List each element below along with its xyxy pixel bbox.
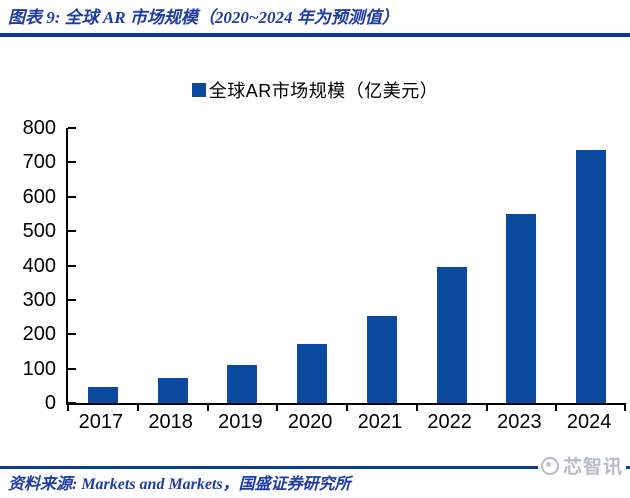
y-axis-tick [68, 230, 76, 233]
x-tick-label: 2024 [566, 411, 612, 433]
bar-2023 [506, 213, 537, 403]
footer-divider [0, 466, 630, 469]
chart-legend: 全球AR市场规模（亿美元） [0, 77, 630, 103]
bar-2017 [87, 387, 118, 403]
x-tick-label: 2021 [357, 411, 403, 433]
y-tick-label: 500 [22, 220, 56, 243]
x-tick-label: 2023 [497, 411, 542, 433]
watermark-logo: 芯智讯 [537, 452, 626, 479]
x-tick-label: 2022 [427, 411, 472, 433]
y-tick-label: 100 [22, 357, 56, 380]
watermark-text: 芯智讯 [562, 457, 623, 478]
bar-2024 [576, 150, 607, 403]
x-axis-tick [415, 405, 418, 411]
x-tick-label: 2019 [218, 411, 263, 433]
x-axis-tick [206, 405, 209, 411]
legend-marker-icon [191, 83, 206, 97]
x-axis-tick [136, 405, 139, 411]
y-tick-label: 200 [22, 323, 56, 346]
title-divider [0, 33, 630, 37]
y-axis-labels: 0 100 200 300 400 500 600 700 800 [0, 118, 56, 413]
y-axis-tick [68, 161, 76, 164]
bar-2022 [436, 266, 467, 403]
x-axis-tick [485, 405, 488, 411]
y-tick-label: 600 [22, 185, 56, 208]
x-axis-tick [555, 405, 558, 411]
plot-area [66, 127, 626, 411]
x-axis-tick [67, 405, 69, 411]
x-tick-label: 2017 [78, 411, 124, 433]
y-axis-tick [68, 264, 76, 267]
x-axis-tick [346, 405, 348, 411]
y-axis-tick [68, 367, 76, 370]
y-tick-label: 0 [44, 392, 56, 414]
watermark-chip-icon [540, 456, 559, 475]
y-axis-tick [68, 127, 76, 129]
y-tick-label: 700 [22, 151, 56, 174]
y-tick-label: 800 [22, 117, 56, 139]
y-axis-tick [68, 298, 76, 301]
y-axis-tick [68, 333, 76, 336]
y-axis-tick [68, 402, 76, 404]
source-note: 资料来源: Markets and Markets，国盛证券研究所 [8, 476, 351, 493]
y-tick-label: 300 [22, 288, 56, 311]
x-axis-labels: 2017 2018 2019 2020 2021 2022 2023 2024 [66, 411, 624, 434]
bar-chart: 0 100 200 300 400 500 600 700 800 [0, 118, 630, 413]
bar-2020 [297, 344, 328, 403]
bar-2019 [227, 364, 258, 403]
y-axis-tick [68, 195, 76, 198]
x-axis-tick [624, 405, 626, 411]
x-tick-label: 2018 [148, 411, 193, 433]
x-axis-tick [276, 405, 279, 411]
x-tick-label: 2020 [287, 411, 333, 433]
legend-label: 全球AR市场规模（亿美元） [208, 81, 439, 101]
bar-2021 [366, 315, 397, 403]
figure-title: 图表 9: 全球 AR 市场规模（2020~2024 年为预测值） [8, 8, 399, 27]
bar-2018 [157, 377, 188, 403]
y-tick-label: 400 [22, 254, 56, 277]
